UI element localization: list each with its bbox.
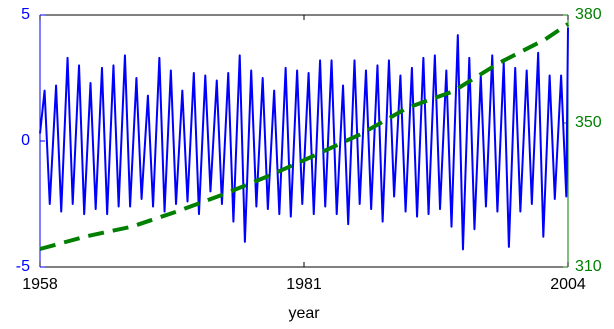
x-axis-label: year [288, 305, 320, 322]
y-tick-label: -5 [16, 258, 30, 275]
y2-tick-label: 380 [575, 6, 602, 23]
y2-tick-label: 310 [575, 258, 602, 275]
series-line [39, 27, 569, 251]
y2-tick-label: 350 [575, 114, 602, 131]
x-tick-label: 2004 [550, 276, 586, 293]
x-tick-label: 1981 [286, 276, 322, 293]
x-tick-label: 1958 [22, 276, 58, 293]
y-tick-label: 0 [21, 132, 30, 149]
y-tick-label: 5 [21, 6, 30, 23]
